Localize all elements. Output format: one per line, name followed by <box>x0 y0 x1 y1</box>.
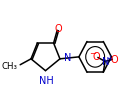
Text: N: N <box>63 53 71 63</box>
Text: O: O <box>54 24 62 34</box>
Text: O: O <box>110 55 118 65</box>
Text: +: + <box>106 54 113 63</box>
Text: N: N <box>102 57 110 67</box>
Text: O: O <box>92 52 100 62</box>
Text: −: − <box>89 49 96 58</box>
Text: CH₃: CH₃ <box>1 62 17 71</box>
Text: NH: NH <box>39 76 54 86</box>
